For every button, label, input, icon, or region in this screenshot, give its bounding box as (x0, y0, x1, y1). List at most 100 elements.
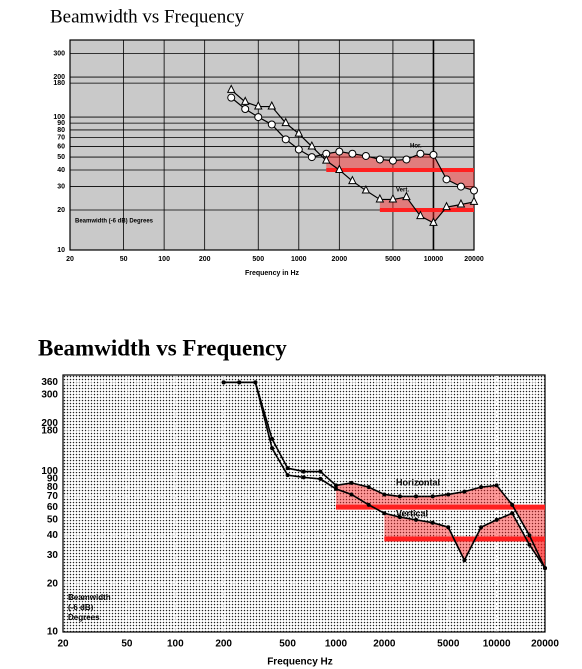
marker (446, 492, 451, 497)
marker (318, 469, 323, 474)
marker (494, 483, 499, 488)
marker (240, 96, 250, 105)
marker (446, 525, 451, 530)
annotation: Horizontal (396, 477, 440, 487)
x-tick-label: 10000 (424, 256, 444, 263)
band-fill (335, 482, 545, 569)
marker (227, 93, 236, 102)
marker (281, 117, 291, 127)
y-tick-label: 360 (41, 377, 58, 388)
marker (321, 155, 331, 164)
annotation: Vert. (396, 188, 409, 194)
annotation: (-6 dB) (68, 603, 94, 612)
marker (397, 494, 402, 499)
x-tick-label: 50 (120, 256, 128, 263)
plot-frame (69, 39, 475, 251)
x-tick-label: 2000 (373, 639, 396, 650)
marker (416, 210, 425, 220)
marker (301, 475, 306, 480)
marker (375, 193, 385, 203)
marker (221, 380, 226, 385)
y-tick-label: 20 (47, 578, 59, 589)
plot-background (70, 40, 474, 250)
y-tick-label: 70 (57, 135, 65, 142)
marker (375, 155, 384, 164)
plot-frame (62, 374, 546, 633)
marker (366, 485, 371, 490)
marker (361, 151, 370, 160)
x-tick-label: 2000 (332, 256, 348, 263)
marker (543, 566, 547, 571)
y-tick-label: 90 (47, 474, 59, 485)
x-axis-label: Frequency in Hz (245, 270, 300, 277)
marker (462, 558, 467, 563)
marker (527, 542, 532, 547)
marker (510, 502, 515, 507)
y-tick-label: 50 (57, 154, 65, 161)
marker (442, 201, 451, 211)
x-tick-label: 10000 (483, 639, 511, 650)
marker (348, 175, 357, 185)
marker (527, 533, 532, 538)
y-tick-label: 50 (47, 515, 59, 526)
y-tick-label: 40 (47, 530, 59, 541)
marker (456, 198, 466, 208)
y-tick-label: 300 (41, 390, 58, 401)
marker (237, 380, 242, 385)
x-tick-label: 5000 (437, 639, 460, 650)
x-tick-label: 1000 (291, 256, 307, 263)
marker (462, 489, 467, 494)
y-tick-label: 200 (53, 74, 65, 81)
marker (333, 486, 338, 491)
marker (470, 186, 478, 195)
x-tick-label: 500 (279, 639, 296, 650)
x-tick-label: 200 (215, 639, 232, 650)
x-tick-label: 5000 (385, 256, 401, 263)
y-tick-label: 100 (41, 466, 58, 477)
y-tick-label: 80 (47, 482, 59, 493)
y-tick-label: 60 (47, 502, 59, 513)
marker (349, 492, 354, 497)
y-tick-label: 60 (57, 143, 65, 150)
marker (307, 153, 316, 162)
marker (267, 120, 276, 129)
marker (414, 494, 419, 499)
marker (307, 140, 317, 150)
band-fill (326, 151, 474, 191)
x-tick-label: 100 (167, 639, 184, 650)
marker (241, 105, 250, 114)
y-tick-label: 180 (53, 80, 65, 87)
marker (469, 196, 479, 205)
marker (430, 494, 435, 499)
annotation: Hor. (410, 144, 422, 150)
marker (442, 175, 451, 184)
y-tick-label: 30 (57, 183, 65, 190)
marker (366, 502, 371, 507)
marker (294, 128, 304, 137)
marker (361, 184, 371, 194)
marker (382, 492, 387, 497)
marker (479, 485, 484, 490)
y-tick-label: 70 (47, 491, 59, 502)
marker (270, 446, 275, 451)
y-tick-label: 10 (47, 627, 59, 638)
marker (479, 525, 484, 530)
marker (429, 150, 438, 159)
marker (253, 380, 258, 385)
marker (270, 436, 275, 441)
marker (333, 483, 338, 488)
marker (402, 155, 411, 164)
y-tick-label: 180 (41, 425, 58, 436)
x-tick-label: 100 (158, 256, 170, 263)
marker (402, 191, 411, 201)
annotation: Degrees (68, 613, 100, 622)
y-tick-label: 90 (57, 120, 65, 127)
chart-title: Beamwidth vs Frequency (50, 6, 245, 27)
marker (335, 164, 344, 173)
marker (226, 84, 236, 93)
marker (294, 145, 303, 154)
marker (388, 156, 397, 165)
marker (253, 100, 263, 110)
marker (456, 182, 465, 191)
